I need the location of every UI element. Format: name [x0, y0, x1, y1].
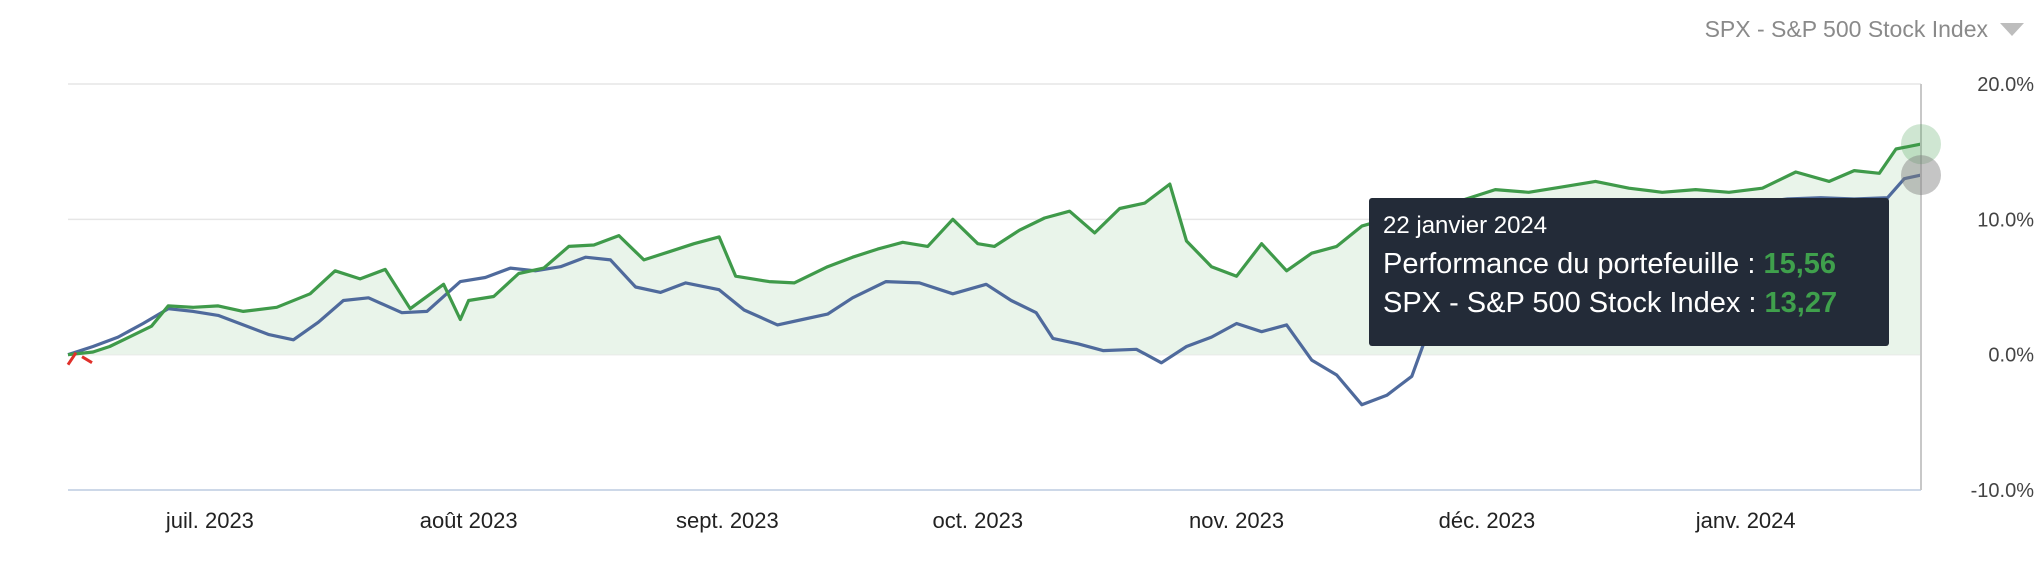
x-tick-label: juil. 2023 [165, 508, 254, 533]
chart-tooltip: 22 janvier 2024 Performance du portefeui… [1369, 198, 1889, 346]
benchmark-dropdown-label: SPX - S&P 500 Stock Index [1704, 16, 1988, 42]
tooltip-label: Performance du portefeuille : [1383, 248, 1764, 280]
tooltip-label: SPX - S&P 500 Stock Index : [1383, 287, 1765, 319]
caret-down-icon [2000, 22, 2024, 36]
y-tick-label: 10.0% [1977, 209, 2034, 231]
tooltip-value: 15,56 [1763, 248, 1837, 280]
y-tick-label: 0.0% [1988, 345, 2034, 367]
portfolio-hover-marker [1901, 124, 1941, 165]
tooltip-date: 22 janvier 2024 [1383, 212, 1548, 239]
x-tick-label: août 2023 [420, 508, 518, 533]
portfolio-line [67, 142, 1922, 357]
y-tick-label: -10.0% [1971, 480, 2035, 502]
benchmark-dropdown[interactable]: SPX - S&P 500 Stock Index [1705, 16, 2024, 43]
y-tick-label: 20.0% [1977, 74, 2034, 96]
tooltip-value: 13,27 [1764, 287, 1838, 319]
tooltip-row-portfolio: Performance du portefeuille : 15,56 [1383, 248, 1875, 281]
x-tick-label: sept. 2023 [676, 508, 779, 533]
negative-start-segment [66, 351, 93, 366]
index-hover-marker [1901, 155, 1941, 196]
x-tick-label: déc. 2023 [1439, 508, 1536, 533]
x-tick-label: nov. 2023 [1189, 508, 1284, 533]
x-tick-label: janv. 2024 [1695, 508, 1796, 533]
tooltip-row-index: SPX - S&P 500 Stock Index : 13,27 [1383, 287, 1875, 320]
x-tick-label: oct. 2023 [933, 508, 1024, 533]
